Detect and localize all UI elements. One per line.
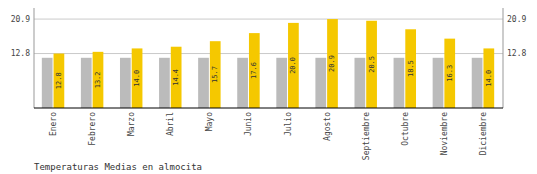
bar: [276, 58, 287, 108]
data-label: 14.4: [172, 69, 180, 86]
data-label: 20.9: [328, 55, 336, 72]
bar: [354, 58, 365, 108]
data-label: 18.5: [407, 60, 415, 77]
x-tick-label: Noviembre: [440, 112, 449, 156]
x-tick-label: Diciembre: [479, 112, 488, 156]
bar: [171, 47, 182, 108]
bars: [42, 19, 494, 108]
bar: [472, 58, 483, 108]
data-label: 14.0: [133, 70, 141, 87]
bar: [483, 48, 494, 108]
y2-axis-line: [503, 8, 504, 108]
data-label: 12.8: [55, 72, 63, 89]
bar: [433, 58, 444, 108]
x-tick-label: Febrero: [88, 112, 97, 146]
y-axis-line: [34, 8, 35, 108]
bar: [93, 52, 104, 108]
bar: [159, 58, 170, 108]
data-label: 14.0: [485, 70, 493, 87]
x-tick-label: Mayo: [205, 112, 214, 131]
x-tick-label: Enero: [49, 112, 58, 136]
bar: [198, 58, 209, 108]
data-label: 17.6: [250, 62, 258, 79]
bar: [54, 54, 65, 108]
x-tick-label: Julio: [284, 112, 293, 136]
x-tick-label: Abril: [166, 112, 175, 136]
bar: [394, 58, 405, 108]
bar: [237, 58, 248, 108]
y2-tick-label: 12.8: [507, 49, 526, 58]
bar: [288, 23, 299, 108]
bar: [249, 33, 260, 108]
bar: [444, 39, 455, 108]
grid-line: [34, 19, 503, 20]
bar: [405, 29, 416, 108]
title: Temperaturas Medias en almocita: [34, 162, 202, 172]
bar: [132, 48, 143, 108]
x-tick-label: Septiembre: [362, 112, 371, 160]
x-tick-label: Junio: [244, 112, 253, 136]
y2-tick-label: 20.9: [507, 15, 526, 24]
data-label: 16.3: [446, 65, 454, 82]
bar: [327, 19, 338, 108]
bar: [81, 58, 92, 108]
bar: [210, 41, 221, 108]
y-tick-label: 20.9: [11, 15, 30, 24]
bar: [315, 58, 326, 108]
x-tick-label: Agosto: [323, 112, 332, 141]
x-tick-label: Marzo: [127, 112, 136, 136]
data-label: 13.2: [94, 71, 102, 88]
grid-line: [34, 53, 503, 54]
bar: [120, 58, 131, 108]
bar: [42, 58, 53, 108]
chart: 12.8 13.2 14.0 14.4 15.7 17.6 20.0 20.9 20.5 18.5…: [0, 0, 537, 174]
x-tick-label: Octubre: [401, 112, 410, 146]
baseline: [34, 108, 503, 109]
bar: [366, 21, 377, 108]
data-label: 20.5: [368, 56, 376, 73]
data-label: 15.7: [211, 66, 219, 83]
y-tick-label: 12.8: [11, 49, 30, 58]
data-label: 20.0: [289, 57, 297, 74]
